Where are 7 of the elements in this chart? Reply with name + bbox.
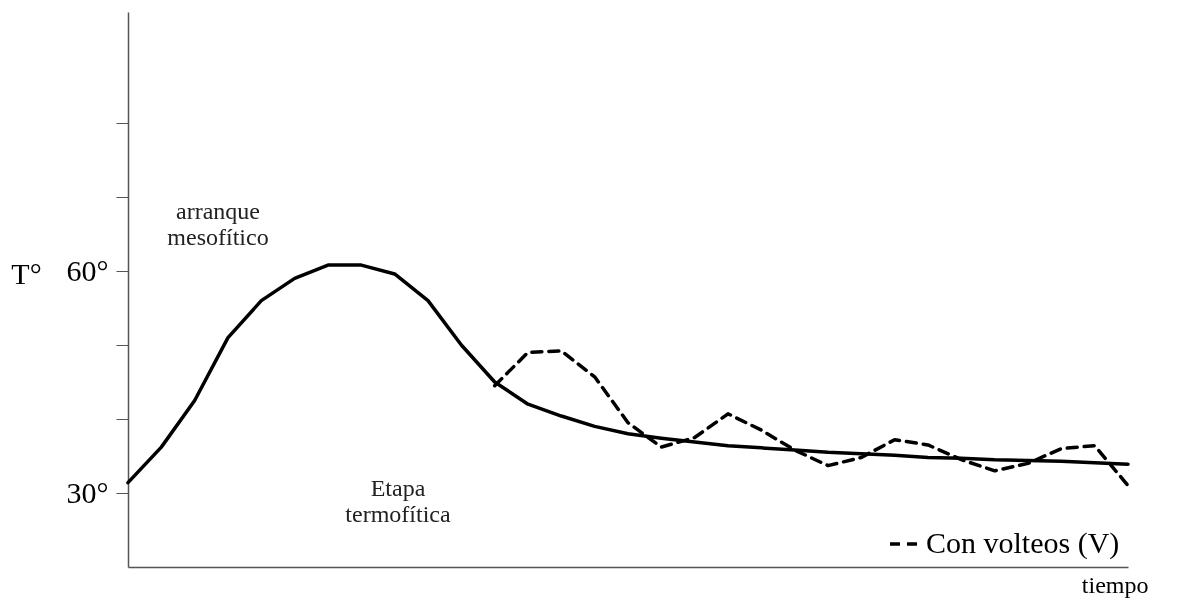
y-tick-label: 60° xyxy=(66,253,109,287)
annotation: Etapa termofítica xyxy=(345,475,451,528)
annotation: arranque mesofítico xyxy=(167,197,269,250)
x-axis-title: tiempo xyxy=(1081,571,1149,598)
legend-label: Con volteos (V) xyxy=(926,526,1120,560)
y-tick-label: 30° xyxy=(66,475,109,509)
y-axis-title: T° xyxy=(11,257,42,290)
